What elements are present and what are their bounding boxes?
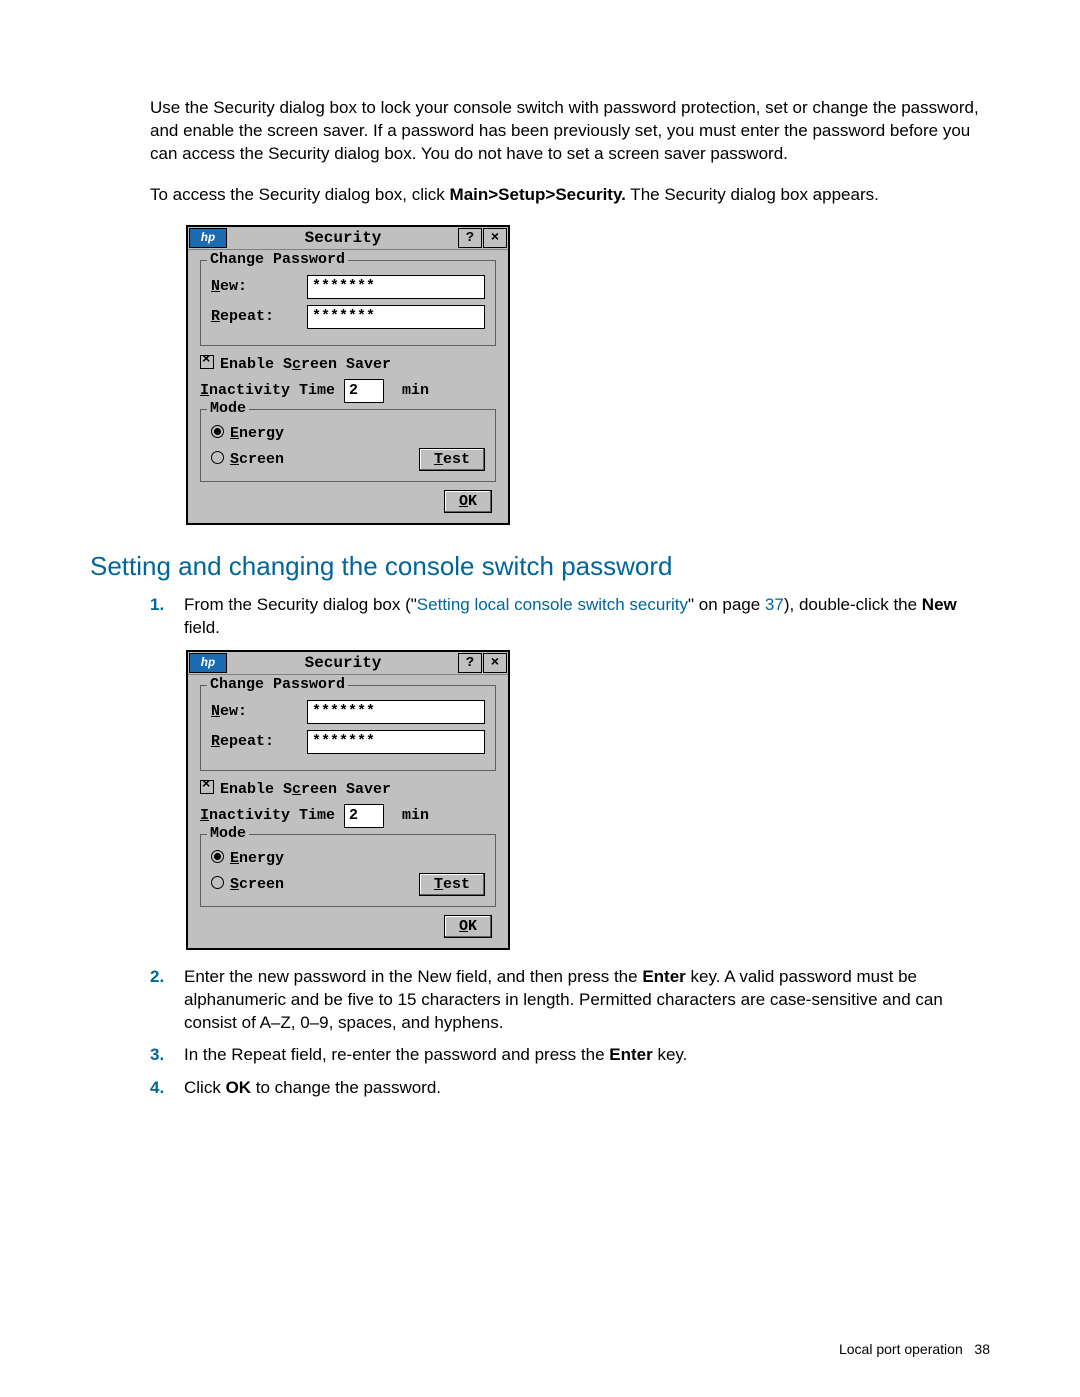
change-password-legend: Change Password [207, 676, 348, 693]
security-dialog-screenshot-1: hp Security ? × Change Password New: ***… [186, 225, 990, 525]
hp-logo-icon: hp [189, 653, 227, 673]
titlebar: hp Security ? × [188, 227, 508, 250]
inactivity-time-field[interactable]: 2 [344, 804, 384, 828]
inactivity-label: Inactivity Time [200, 807, 344, 824]
screen-radio-row[interactable]: Screen [211, 450, 284, 468]
energy-radio-row[interactable]: Energy [211, 849, 485, 867]
dialog-title: Security [228, 227, 458, 249]
repeat-password-field[interactable]: ******* [307, 305, 485, 329]
new-label: New: [211, 278, 307, 295]
energy-label: Energy [230, 425, 284, 442]
text: In the Repeat field, re-enter the passwo… [184, 1045, 609, 1064]
text: To access the Security dialog box, click [150, 185, 450, 204]
screen-radio-row[interactable]: Screen [211, 875, 284, 893]
step-4-text: Click OK to change the password. [184, 1077, 990, 1100]
inactivity-time-field[interactable]: 2 [344, 379, 384, 403]
test-button[interactable]: Test [419, 448, 485, 471]
step-2-text: Enter the new password in the New field,… [184, 966, 990, 1035]
step-3-text: In the Repeat field, re-enter the passwo… [184, 1044, 990, 1067]
page-footer: Local port operation 38 [839, 1341, 990, 1357]
repeat-password-field[interactable]: ******* [307, 730, 485, 754]
inactivity-unit: min [384, 807, 429, 824]
inactivity-unit: min [384, 382, 429, 399]
security-dialog: hp Security ? × Change Password New: ***… [186, 650, 510, 950]
screen-radio[interactable] [211, 451, 224, 464]
screen-radio[interactable] [211, 876, 224, 889]
test-button[interactable]: Test [419, 873, 485, 896]
screen-label: Screen [230, 451, 284, 468]
step-number-4: 4. [150, 1077, 184, 1100]
text: From the Security dialog box (" [184, 595, 417, 614]
mode-group: Mode Energy Screen Test [200, 834, 496, 907]
enable-screensaver-label: Enable Screen Saver [220, 356, 391, 373]
help-button[interactable]: ? [458, 653, 482, 673]
energy-label: Energy [230, 850, 284, 867]
titlebar: hp Security ? × [188, 652, 508, 675]
bold-text: Enter [609, 1045, 652, 1064]
change-password-group: Change Password New: ******* Repeat: ***… [200, 260, 496, 346]
mode-legend: Mode [207, 825, 249, 842]
security-dialog: hp Security ? × Change Password New: ***… [186, 225, 510, 525]
enable-screensaver-checkbox[interactable] [200, 355, 214, 369]
text: Click [184, 1078, 226, 1097]
text: key. [653, 1045, 688, 1064]
enable-screensaver-row[interactable]: Enable Screen Saver [200, 779, 496, 798]
dialog-title: Security [228, 652, 458, 674]
page-ref-link[interactable]: 37 [765, 595, 784, 614]
energy-radio[interactable] [211, 425, 224, 438]
energy-radio-row[interactable]: Energy [211, 424, 485, 442]
text: " on page [688, 595, 765, 614]
security-dialog-screenshot-2: hp Security ? × Change Password New: ***… [186, 650, 990, 950]
repeat-label: Repeat: [211, 308, 307, 325]
menu-path: Main>Setup>Security. [450, 185, 626, 204]
enable-screensaver-row[interactable]: Enable Screen Saver [200, 354, 496, 373]
text: The Security dialog box appears. [626, 185, 879, 204]
ok-button[interactable]: OK [444, 490, 492, 513]
text: to change the password. [251, 1078, 441, 1097]
enable-screensaver-checkbox[interactable] [200, 780, 214, 794]
close-button[interactable]: × [483, 228, 507, 248]
bold-text: New [922, 595, 957, 614]
bold-text: OK [226, 1078, 252, 1097]
change-password-group: Change Password New: ******* Repeat: ***… [200, 685, 496, 771]
section-heading: Setting and changing the console switch … [90, 551, 990, 582]
step-number-2: 2. [150, 966, 184, 1035]
new-password-field[interactable]: ******* [307, 700, 485, 724]
change-password-legend: Change Password [207, 251, 348, 268]
enable-screensaver-label: Enable Screen Saver [220, 781, 391, 798]
intro-paragraph-2: To access the Security dialog box, click… [150, 184, 990, 207]
bold-text: Enter [642, 967, 685, 986]
footer-section: Local port operation [839, 1341, 963, 1357]
step-1-text: From the Security dialog box ("Setting l… [184, 594, 990, 640]
step-number-3: 3. [150, 1044, 184, 1067]
text: Enter the new password in the New field,… [184, 967, 642, 986]
repeat-label: Repeat: [211, 733, 307, 750]
new-label: New: [211, 703, 307, 720]
footer-page-number: 38 [974, 1341, 990, 1357]
mode-legend: Mode [207, 400, 249, 417]
inactivity-label: Inactivity Time [200, 382, 344, 399]
screen-label: Screen [230, 876, 284, 893]
hp-logo-icon: hp [189, 228, 227, 248]
cross-ref-link[interactable]: Setting local console switch security [417, 595, 688, 614]
text: ), double-click the [784, 595, 922, 614]
intro-paragraph-1: Use the Security dialog box to lock your… [150, 97, 990, 166]
text: field. [184, 618, 220, 637]
ok-button[interactable]: OK [444, 915, 492, 938]
mode-group: Mode Energy Screen Test [200, 409, 496, 482]
new-password-field[interactable]: ******* [307, 275, 485, 299]
help-button[interactable]: ? [458, 228, 482, 248]
energy-radio[interactable] [211, 850, 224, 863]
close-button[interactable]: × [483, 653, 507, 673]
step-number-1: 1. [150, 594, 184, 640]
